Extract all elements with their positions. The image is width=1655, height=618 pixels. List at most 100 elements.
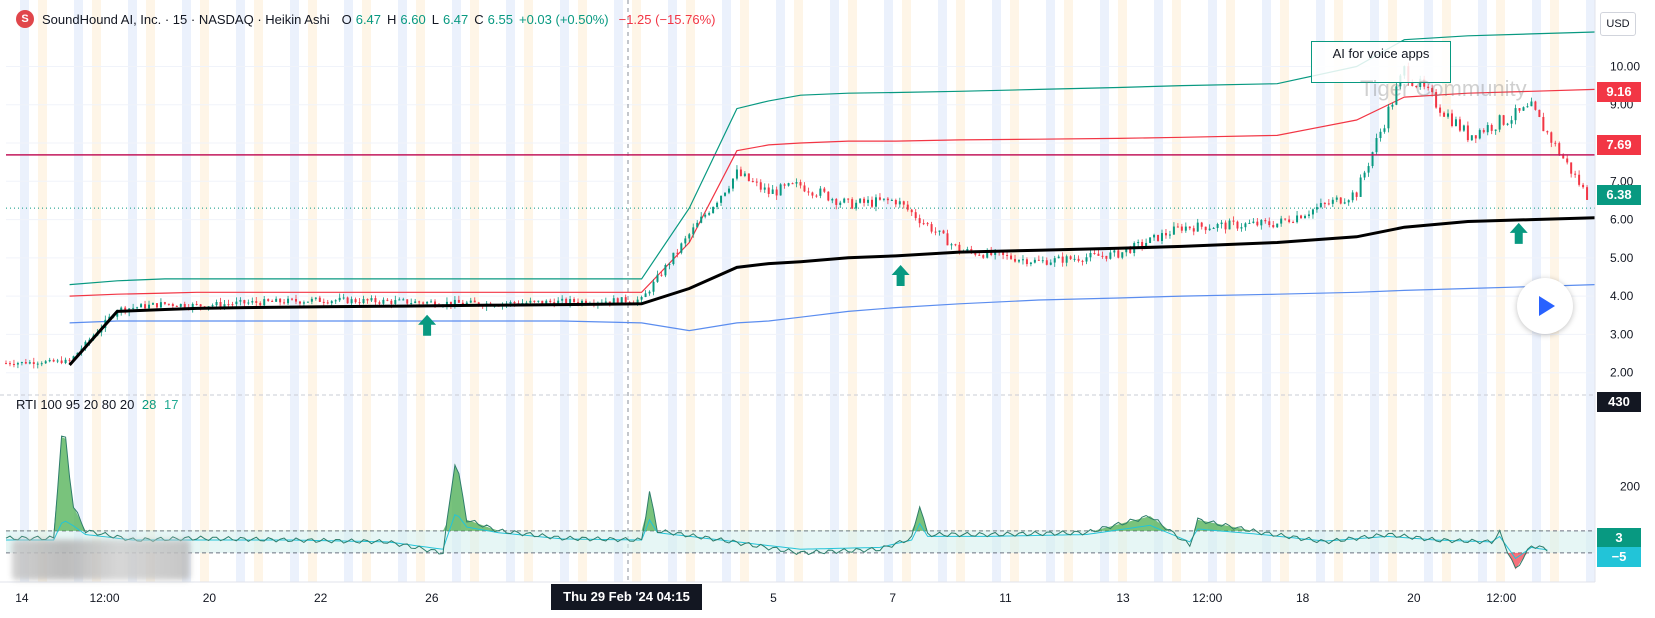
candle-body bbox=[1208, 228, 1211, 231]
price-tag-support: 7.69 bbox=[1597, 135, 1641, 155]
candle bbox=[20, 361, 23, 366]
candle bbox=[1427, 84, 1430, 91]
candle-body bbox=[1105, 255, 1108, 259]
candle bbox=[251, 297, 254, 305]
candle bbox=[1315, 203, 1318, 213]
candle-body bbox=[1494, 129, 1497, 131]
candle-body bbox=[326, 302, 329, 304]
candle-body bbox=[696, 222, 699, 228]
candle-body bbox=[751, 181, 754, 183]
candle-body bbox=[283, 302, 286, 304]
candle bbox=[1153, 233, 1156, 241]
candle-body bbox=[414, 301, 417, 304]
play-button[interactable] bbox=[1517, 278, 1573, 334]
candle-body bbox=[52, 359, 55, 362]
candle-body bbox=[688, 234, 691, 239]
candle-body bbox=[986, 250, 989, 258]
up-arrow-icon[interactable] bbox=[1509, 222, 1528, 244]
session-band bbox=[1442, 0, 1451, 582]
candle bbox=[1017, 259, 1020, 264]
chart-annotation[interactable]: AI for voice apps bbox=[1311, 41, 1451, 83]
rti-title[interactable]: RTI 100 95 20 80 20 bbox=[16, 397, 135, 412]
candle-body bbox=[509, 302, 512, 304]
candle bbox=[1518, 107, 1521, 113]
candle bbox=[1292, 220, 1295, 224]
candle bbox=[894, 198, 897, 208]
candle-body bbox=[867, 199, 870, 203]
time-tick-label: 14 bbox=[15, 591, 29, 605]
candle bbox=[660, 271, 663, 277]
candle bbox=[688, 232, 691, 243]
candle bbox=[318, 295, 321, 303]
candle-body bbox=[386, 299, 389, 301]
candle-body bbox=[1065, 256, 1068, 263]
candle-body bbox=[5, 363, 7, 365]
candle bbox=[5, 360, 7, 365]
high-value: 6.60 bbox=[400, 11, 426, 27]
candle-body bbox=[259, 302, 262, 306]
candle-body bbox=[775, 189, 778, 196]
candle bbox=[1204, 226, 1207, 234]
candle bbox=[755, 178, 758, 187]
candle-body bbox=[140, 304, 143, 308]
candle-body bbox=[1470, 135, 1473, 141]
candle-body bbox=[422, 302, 425, 304]
candle-body bbox=[1252, 221, 1255, 223]
candle bbox=[1582, 182, 1585, 189]
candle-body bbox=[1260, 219, 1263, 226]
candle bbox=[1041, 256, 1044, 264]
candle bbox=[56, 358, 59, 364]
symbol-legend: S SoundHound AI, Inc. · 15 · NASDAQ · He… bbox=[16, 10, 715, 28]
candle-body bbox=[537, 300, 540, 302]
candle bbox=[1188, 226, 1191, 231]
candle bbox=[1478, 128, 1481, 140]
candle-body bbox=[247, 302, 250, 304]
candle bbox=[151, 302, 154, 305]
candle bbox=[839, 200, 842, 208]
candle bbox=[1566, 155, 1569, 165]
session-band bbox=[830, 0, 839, 582]
vwap-path bbox=[68, 216, 1596, 366]
up-arrow-icon[interactable] bbox=[418, 314, 437, 336]
candle-body bbox=[922, 223, 925, 225]
candle bbox=[60, 356, 63, 365]
session-band bbox=[776, 0, 785, 582]
candle-body bbox=[1288, 219, 1291, 223]
candle bbox=[1379, 128, 1382, 142]
candle bbox=[1530, 97, 1533, 107]
candle-body bbox=[362, 299, 365, 304]
candle-body bbox=[859, 198, 862, 203]
candle-body bbox=[1387, 106, 1390, 129]
candle bbox=[914, 208, 917, 221]
candle-body bbox=[549, 300, 552, 303]
currency-button[interactable]: USD bbox=[1600, 12, 1636, 36]
price-tick-label: 4.00 bbox=[1610, 289, 1634, 303]
candle-body bbox=[636, 299, 639, 303]
candle bbox=[747, 173, 750, 182]
candle bbox=[239, 297, 242, 306]
period-change-value: −1.25 (−15.76%) bbox=[618, 11, 716, 27]
candle bbox=[1331, 197, 1334, 208]
up-arrow-icon[interactable] bbox=[891, 264, 910, 286]
session-band bbox=[956, 0, 965, 582]
candle-body bbox=[1427, 86, 1430, 89]
low-label: L bbox=[431, 11, 439, 27]
candle bbox=[604, 297, 607, 304]
candle-body bbox=[902, 201, 905, 205]
price-tick-label: 7.00 bbox=[1610, 174, 1634, 188]
symbol-logo-icon[interactable]: S bbox=[16, 10, 34, 28]
symbol-title[interactable]: SoundHound AI, Inc. · 15 · NASDAQ · Heik… bbox=[42, 11, 330, 27]
time-tick-label: 13 bbox=[1116, 591, 1130, 605]
candle-body bbox=[1272, 225, 1275, 228]
candle bbox=[1085, 253, 1088, 265]
candle-body bbox=[1256, 221, 1259, 226]
candle-body bbox=[1037, 259, 1040, 261]
candle-body bbox=[16, 363, 19, 365]
candle bbox=[12, 359, 15, 368]
candle-body bbox=[1319, 203, 1322, 208]
candle bbox=[823, 186, 826, 194]
candle bbox=[1252, 218, 1255, 224]
candle-body bbox=[1502, 115, 1505, 125]
